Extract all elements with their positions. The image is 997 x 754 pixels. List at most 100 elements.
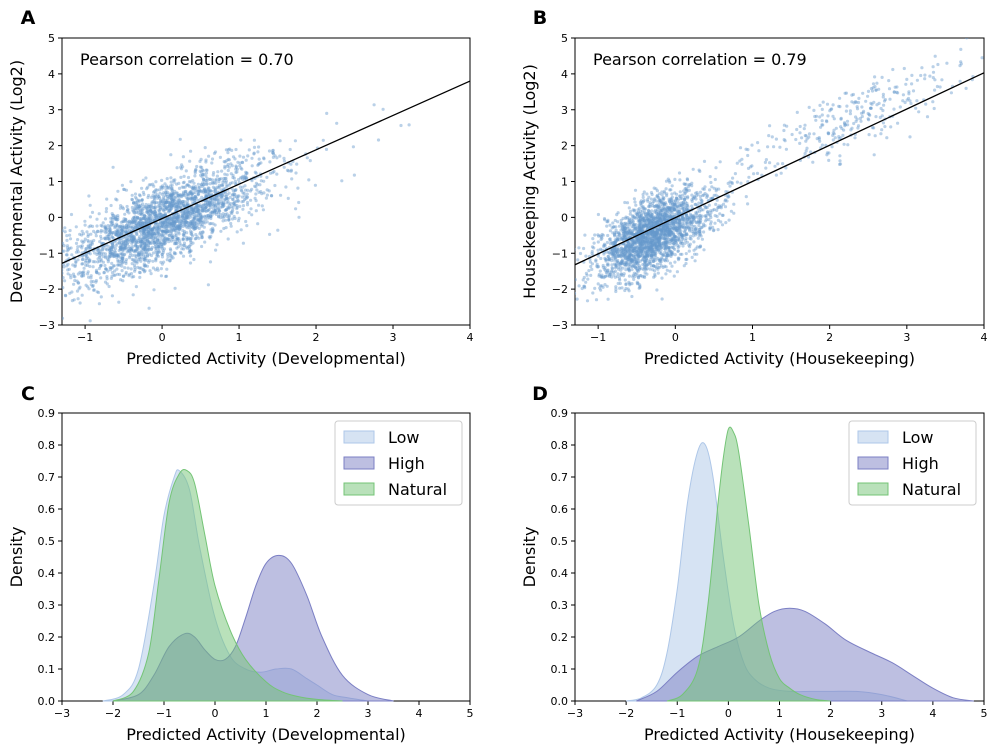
scatter-point [118,272,122,277]
scatter-point [177,186,182,190]
scatter-point [75,248,79,252]
scatter-point [803,123,807,127]
scatter-point [213,188,217,192]
scatter-point [195,210,199,214]
scatter-point [140,256,144,260]
scatter-point [199,212,203,217]
scatter-point [153,211,158,216]
scatter-point [109,251,113,255]
scatter-point [145,236,149,241]
scatter-point [153,226,157,230]
scatter-point [141,211,145,215]
scatter-point [557,260,560,263]
scatter-point [112,264,116,268]
scatter-point [140,251,144,255]
scatter-point [182,234,186,238]
scatter-point [901,99,905,103]
scatter-point [115,198,119,202]
scatter-point [198,159,202,163]
scatter-point [830,145,834,149]
scatter-point [289,162,293,166]
scatter-point [660,297,664,301]
scatter-point [162,197,166,201]
scatter-point [121,254,125,258]
scatter-point [99,276,103,280]
scatter-point [58,237,61,240]
scatter-point [575,297,579,301]
scatter-point [214,212,218,216]
scatter-point [168,259,172,263]
scatter-point [103,280,108,284]
scatter-point [764,158,769,162]
scatter-point [136,223,140,227]
scatter-point [193,216,197,220]
scatter-point [223,194,227,198]
scatter-point [800,136,804,140]
scatter-point [131,209,135,213]
scatter-point [199,157,203,161]
scatter-point [142,236,146,240]
scatter-point [140,222,144,226]
scatter-point [230,210,234,214]
scatter-point [234,188,238,192]
scatter-point [807,132,812,136]
scatter-point [225,212,229,216]
scatter-point [160,252,164,256]
scatter-point [137,221,141,225]
scatter-point [268,160,272,164]
scatter-point [205,188,209,192]
scatter-point [110,274,114,278]
scatter-point [226,205,230,209]
scatter-point [275,156,279,160]
scatter-point [159,241,163,245]
scatter-point [73,278,77,283]
scatter-point [163,239,167,243]
scatter-point [764,166,768,170]
scatter-point [130,219,134,223]
scatter-point [584,280,588,284]
scatter-point [172,251,176,255]
scatter-point [148,225,152,229]
scatter-point [227,183,231,187]
scatter-point [206,186,210,190]
scatter-point [273,154,277,158]
scatter-point [218,185,222,189]
scatter-point [106,224,110,228]
scatter-point [176,245,181,249]
scatter-point [168,223,173,227]
scatter-point [645,192,649,196]
scatter-point [109,228,113,232]
scatter-point [104,256,108,260]
scatter-point [169,202,173,206]
scatter-point [581,278,585,282]
scatter-point [157,208,161,212]
scatter-point [140,239,144,243]
scatter-point [324,147,329,151]
scatter-point [73,264,77,269]
scatter-point [129,225,133,229]
scatter-point [133,226,138,230]
scatter-point [143,243,147,247]
scatter-point [685,222,690,226]
scatter-point [635,259,639,263]
scatter-point [928,74,932,78]
scatter-point [709,220,713,224]
scatter-point [157,194,161,198]
scatter-point [115,224,119,228]
scatter-point [96,248,100,252]
scatter-point [165,226,169,231]
scatter-point [190,192,194,197]
scatter-point [191,234,195,238]
scatter-point [170,204,174,208]
scatter-point [200,195,204,199]
scatter-point [170,204,174,208]
scatter-point [207,186,211,190]
scatter-point [198,217,202,222]
scatter-point [945,61,949,65]
scatter-point [218,155,222,159]
scatter-point [99,230,103,234]
scatter-point [200,236,204,240]
scatter-point [88,246,92,250]
scatter-point [101,247,105,251]
scatter-point [155,188,159,192]
